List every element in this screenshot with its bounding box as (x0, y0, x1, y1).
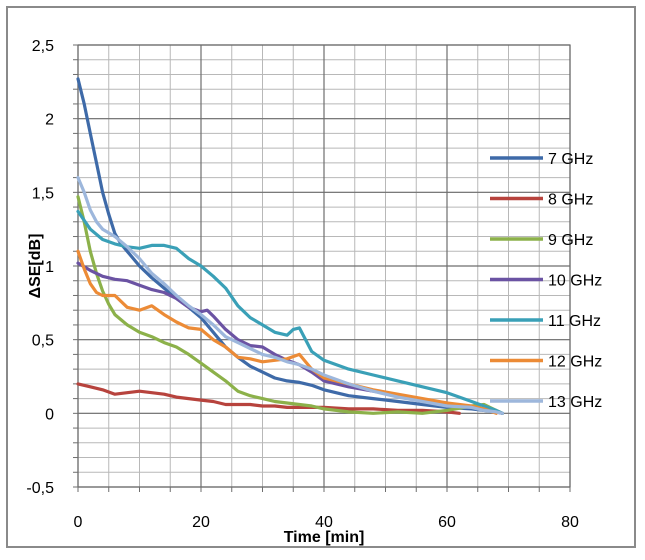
x-tick-label: 60 (438, 514, 456, 531)
x-tick-label: 80 (561, 514, 579, 531)
tick-labels: -0,5 0 0,5 1 1,5 2 2,5 0 20 40 60 80 (26, 38, 579, 531)
series-line-8-ghz (76, 382, 461, 415)
legend-label-9-ghz: 9 GHz (548, 232, 593, 249)
y-tick-label: -0,5 (26, 480, 54, 497)
y-tick-label: 0,5 (32, 333, 54, 350)
y-tick-label: 1,5 (32, 185, 54, 202)
series-line-13-ghz (76, 176, 504, 415)
grid (77, 44, 571, 488)
x-tick-label: 20 (192, 514, 210, 531)
legend-label-12-ghz: 12 GHz (548, 354, 602, 371)
series-lines (76, 77, 504, 415)
axes (73, 44, 571, 492)
legend-label-7-ghz: 7 GHz (548, 151, 593, 168)
y-tick-label: 2,5 (32, 38, 54, 55)
x-tick-label: 40 (315, 514, 333, 531)
x-axis-label: Time [min] (284, 529, 365, 546)
legend-label-11-ghz: 11 GHz (548, 313, 601, 330)
legend-label-13-ghz: 13 GHz (548, 394, 602, 411)
x-tick-label: 0 (74, 514, 83, 531)
series-line-11-ghz (76, 209, 504, 415)
y-axis-label: ΔSE[dB] (27, 234, 44, 299)
legend-label-10-ghz: 10 GHz (548, 273, 602, 290)
legend-label-8-ghz: 8 GHz (548, 192, 593, 209)
legend: 7 GHz 8 GHz 9 GHz 10 GHz 11 GHz 12 GHz 13 GHz (490, 151, 602, 411)
series-line-9-ghz (76, 195, 504, 415)
series-line-12-ghz (76, 249, 498, 415)
y-tick-label: 0 (45, 406, 54, 423)
y-tick-label: 2 (45, 112, 54, 129)
y-tick-label: 1 (45, 259, 54, 276)
